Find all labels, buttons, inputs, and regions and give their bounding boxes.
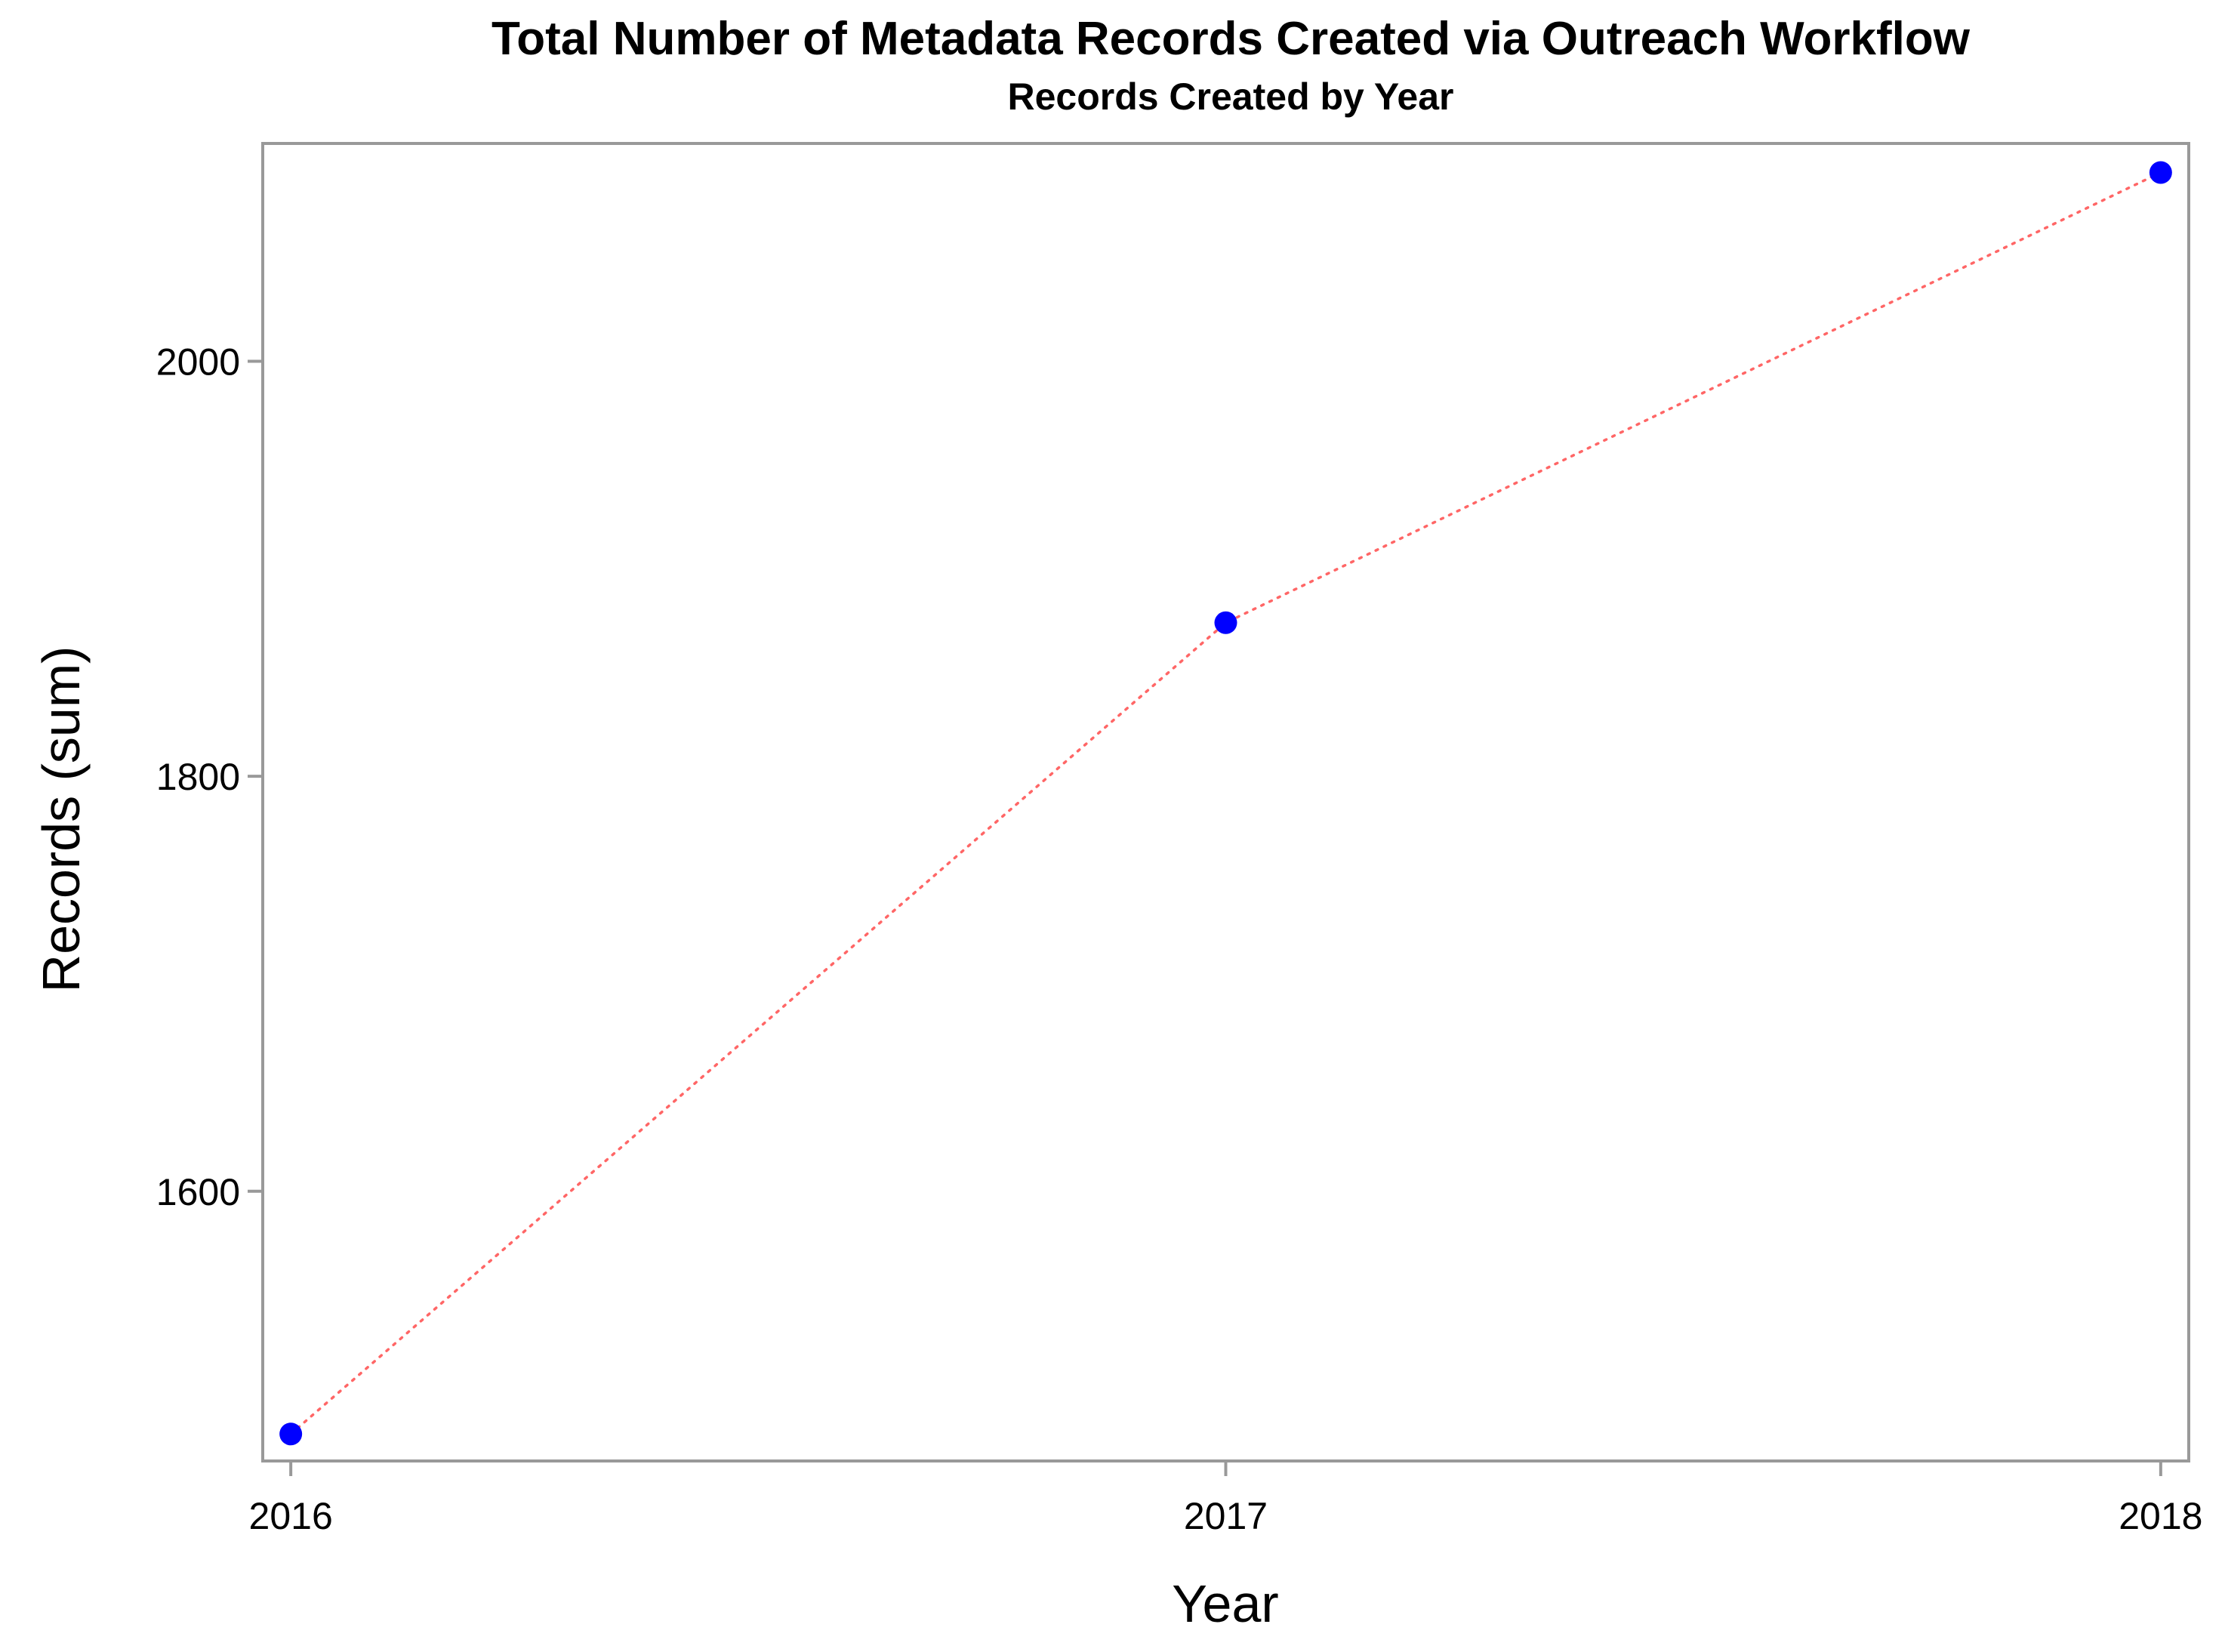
y-axis: 1600 1800 2000 (156, 341, 263, 1213)
x-tick-label: 2016 (249, 1495, 333, 1537)
plot-area-frame (261, 142, 2190, 1462)
chart-subtitle: Records Created by Year (1007, 76, 1453, 118)
x-tick-label: 2018 (2119, 1495, 2202, 1537)
data-point (1214, 611, 1237, 634)
series-line (289, 171, 2162, 1436)
y-tick-label: 2000 (156, 341, 240, 384)
y-tick-label: 1600 (156, 1171, 240, 1213)
data-point (2149, 161, 2172, 184)
y-tick-label: 1800 (156, 756, 240, 798)
data-point (279, 1422, 303, 1446)
series-points (279, 161, 2172, 1446)
y-axis-label: Records (sum) (32, 646, 91, 993)
x-tick-label: 2017 (1184, 1495, 1268, 1537)
x-axis-label: Year (1172, 1574, 1278, 1633)
chart-title: Total Number of Metadata Records Created… (492, 13, 1971, 65)
x-axis: 2016 2017 2018 (249, 1461, 2202, 1537)
